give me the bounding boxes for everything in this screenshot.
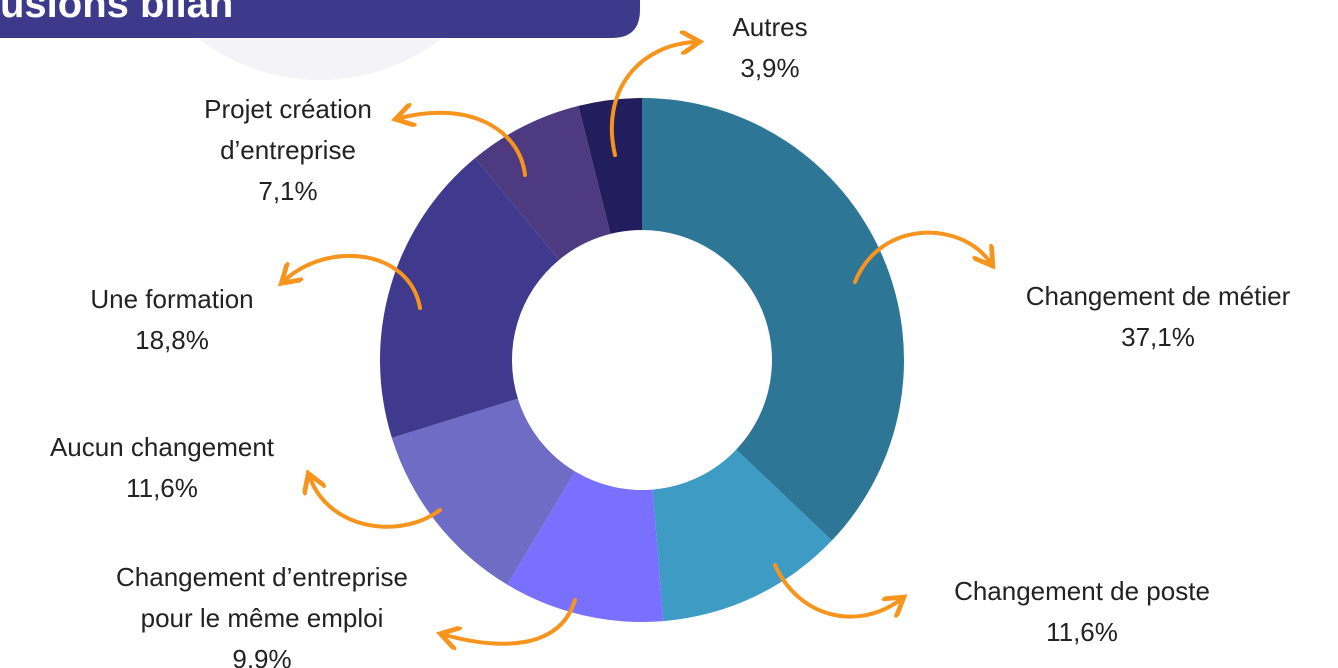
donut-segment xyxy=(652,449,832,622)
segment-label: Projet création d’entreprise 7,1% xyxy=(163,89,413,212)
arrow xyxy=(853,230,990,284)
arrow xyxy=(285,253,422,310)
donut-segment xyxy=(578,98,642,234)
value-label: 11,6% xyxy=(126,473,198,503)
donut-segment xyxy=(507,471,664,622)
arrow xyxy=(773,563,900,619)
banner-title: usions bilan xyxy=(0,0,234,26)
banner xyxy=(0,0,640,38)
category-label: Changement de métier xyxy=(1025,281,1291,311)
category-label: Projet création d’entreprise xyxy=(204,94,372,165)
value-label: 9,9% xyxy=(232,644,292,668)
arrow xyxy=(445,598,577,644)
segment-label: Aucun changement 11,6% xyxy=(2,427,322,509)
donut-segment xyxy=(380,158,560,438)
segment-label: Changement de poste 11,6% xyxy=(902,571,1262,653)
value-label: 3,9% xyxy=(740,53,800,83)
value-label: 18,8% xyxy=(135,325,209,355)
segment-label: Changement de métier 37,1% xyxy=(968,276,1338,358)
arrows xyxy=(285,42,990,644)
value-label: 11,6% xyxy=(1046,617,1118,647)
arrow xyxy=(400,113,527,177)
donut-segment xyxy=(474,105,611,260)
category-label: Changement de poste xyxy=(954,576,1210,606)
category-label: Une formation xyxy=(90,284,254,314)
category-label: Changement d’entreprise pour le même emp… xyxy=(116,562,408,633)
segment-label: Autres 3,9% xyxy=(670,7,870,89)
donut-segment xyxy=(391,398,576,585)
donut-segment xyxy=(642,98,904,541)
value-label: 37,1% xyxy=(1121,322,1195,352)
category-label: Autres xyxy=(732,12,808,42)
arrow xyxy=(609,42,695,157)
category-label: Aucun changement xyxy=(49,432,275,462)
value-label: 7,1% xyxy=(258,176,318,206)
segment-label: Changement d’entreprise pour le même emp… xyxy=(97,557,427,668)
segment-label: Une formation 18,8% xyxy=(42,279,302,361)
arrow xyxy=(310,478,442,529)
